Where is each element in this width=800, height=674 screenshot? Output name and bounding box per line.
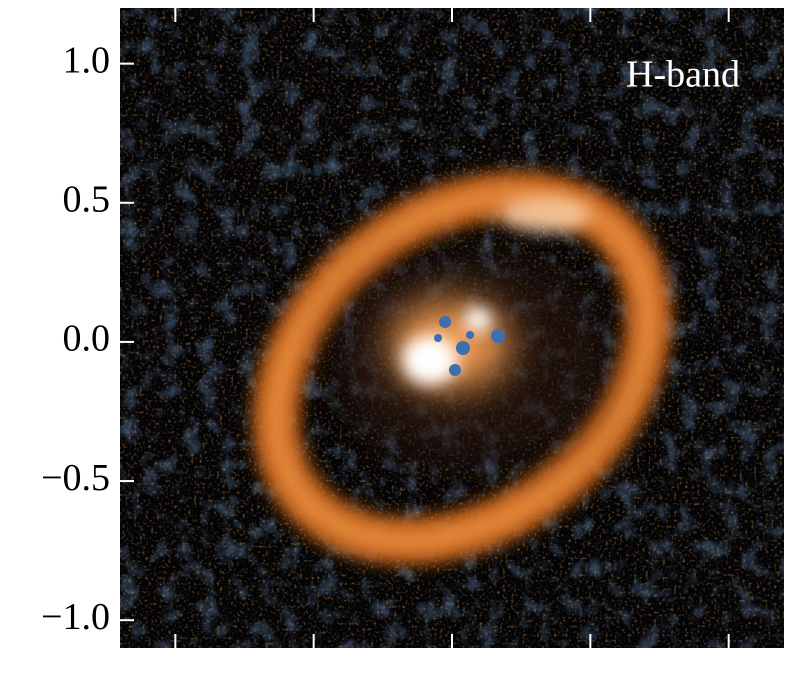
y-tick-label: 0.0 [63, 318, 111, 360]
image: H-band [120, 8, 784, 648]
annotation: H-band [626, 54, 740, 96]
chart: H-band 1.0 0.5 0.0 −0.5 −1.0 [0, 0, 800, 674]
y-tick-label: −1.0 [41, 596, 110, 638]
y-tick-label: 1.0 [63, 39, 111, 81]
y-tick-label: 0.5 [63, 179, 111, 221]
y-tick-label: −0.5 [41, 457, 110, 499]
